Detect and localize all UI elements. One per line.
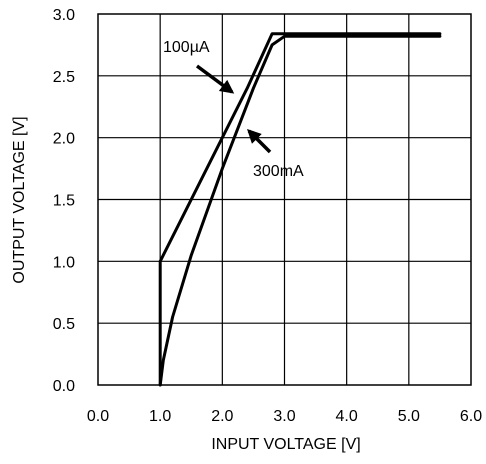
y-tick-label: 2.0	[53, 131, 75, 148]
series-lines	[158, 32, 442, 387]
y-tick-label: 0.0	[53, 378, 75, 395]
series-line-2	[158, 34, 442, 387]
y-tick-label: 2.5	[53, 69, 75, 86]
y-tick-label: 0.5	[53, 316, 75, 333]
annotation-arrow	[247, 129, 272, 154]
y-axis-title: OUTPUT VOLTAGE [V]	[11, 116, 28, 283]
x-tick-label: 3.0	[273, 408, 295, 425]
series-line-1	[158, 32, 442, 387]
x-tick-label: 6.0	[460, 408, 482, 425]
y-tick-label: 1.5	[53, 193, 75, 210]
annotation-label: 300mA	[253, 163, 304, 180]
x-tick-label: 2.0	[211, 408, 233, 425]
y-tick-label: 3.0	[53, 7, 75, 24]
tick-labels: 0.0 1.0 2.0 3.0 4.0 5.0 6.0 0.0 0.5 1.0 1.5 2.0 2.5 3…	[53, 7, 482, 425]
x-axis-title: INPUT VOLTAGE [V]	[211, 436, 360, 453]
plot-frame	[97, 13, 472, 386]
annotation-label: 100µA	[163, 39, 210, 56]
x-tick-label: 4.0	[336, 408, 358, 425]
grid	[98, 14, 471, 385]
x-tick-label: 1.0	[149, 408, 171, 425]
plot-border	[97, 13, 472, 386]
annotation-arrow	[195, 64, 235, 94]
x-tick-label: 5.0	[398, 408, 420, 425]
x-tick-label: 0.0	[87, 408, 109, 425]
annotations: 100µA 300mA	[163, 39, 304, 180]
y-tick-label: 1.0	[53, 254, 75, 271]
